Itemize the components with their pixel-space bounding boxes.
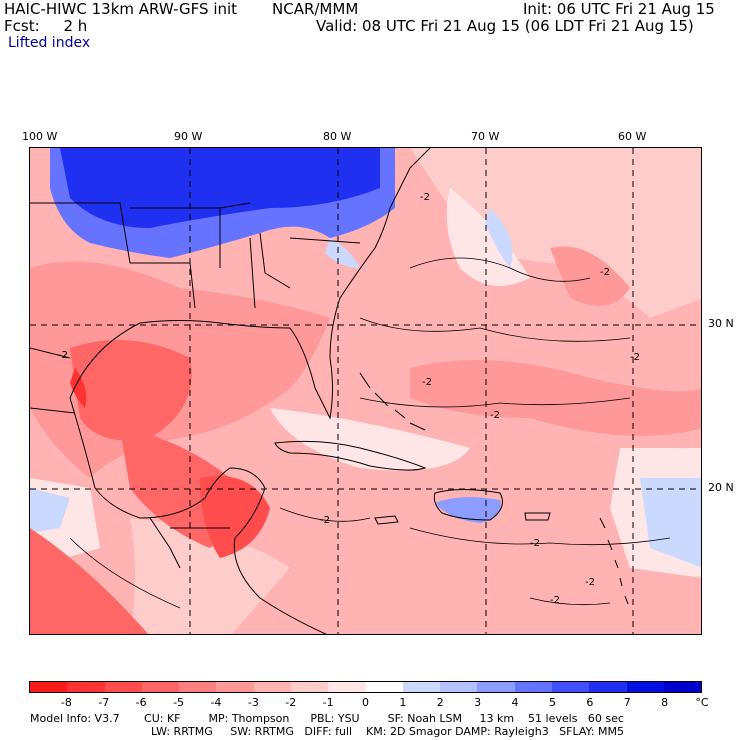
field-region-carolina-pale: [325, 238, 360, 268]
field-region-texas-max: [70, 368, 87, 408]
contour-label: -2: [530, 538, 540, 549]
contour-label: -2: [585, 577, 595, 588]
colorbar-swatch: [440, 682, 478, 692]
valid-time: Valid: 08 UTC Fri 21 Aug 15 (06 LDT Fri …: [316, 17, 694, 35]
field-region-gulf-core: [70, 340, 192, 441]
coastlines: [30, 148, 629, 634]
colorbar-swatch: [67, 682, 105, 692]
contour-labels: -2 -2 -2 -2 -2 -2 -2 -2 -2 -2: [58, 192, 640, 606]
lat-lon-grid: [30, 148, 701, 634]
lon-label-80w: 80 W: [323, 130, 352, 143]
lat-label-20n: 20 N: [708, 481, 734, 494]
forecast-hour: Fcst: 2 h: [4, 17, 88, 35]
lon-label-90w: 90 W: [174, 130, 203, 143]
field-region-blue-patch-w: [30, 488, 70, 533]
contour-label: -2: [550, 595, 560, 606]
state-borders: [30, 202, 361, 309]
colorbar-swatch: [402, 682, 441, 692]
model-info-line-2: LW: RRTMG SW: RRTMG DIFF: full KM: 2D Sm…: [151, 725, 624, 738]
mexico-borders: [30, 347, 230, 569]
colorbar-swatch: [551, 682, 590, 692]
colorbar-tick-label: 2: [436, 696, 444, 709]
field-region-atlantic-band: [410, 360, 701, 436]
colorbar-tick-label: -8: [60, 696, 72, 709]
contour-7: [69, 537, 181, 609]
colorbar-tick-label: -4: [210, 696, 222, 709]
colorbar-tick-label: 5: [548, 696, 556, 709]
colorbar-tick-label: 4: [511, 696, 519, 709]
contour-label: -2: [320, 515, 330, 526]
lat-label-30n: 30 N: [708, 317, 734, 330]
jamaica-coastline: [374, 515, 399, 525]
field-region-hispaniola: [435, 497, 501, 523]
puerto-rico-coastline: [524, 512, 551, 521]
colorbar-swatch: [663, 682, 702, 692]
colorbar-swatch: [141, 682, 180, 692]
contour-3: [359, 397, 631, 408]
field-region-pale-caribbean: [270, 408, 470, 471]
colorbar-swatch: [365, 682, 403, 692]
colorbar-swatch: [477, 682, 515, 692]
colorbar-tick-label: -3: [247, 696, 259, 709]
model-info-line-1: Model Info: V3.7 CU: KF MP: Thompson PBL…: [30, 712, 624, 725]
field-region-light-central-america: [130, 518, 290, 634]
colorbar-swatch: [253, 682, 291, 692]
lon-label-60w: 60 W: [618, 130, 647, 143]
colorbar-swatch: [104, 682, 142, 692]
colorbar-tick-label: -6: [135, 696, 147, 709]
contour-4: [409, 527, 671, 546]
colorbar-tick-label: -7: [98, 696, 110, 709]
colorbar-tick-label: 7: [623, 696, 631, 709]
field-name: Lifted index: [8, 35, 91, 51]
contour-label: -2: [420, 192, 430, 203]
contour-label: -2: [600, 267, 610, 278]
colorbar-swatch: [179, 682, 217, 692]
colorbar-tick-label: 1: [399, 696, 407, 709]
colorbar-unit: °C: [695, 696, 709, 709]
field-region-blue-patch-se: [640, 478, 701, 568]
init-time: Init: 06 UTC Fri 21 Aug 15: [523, 0, 715, 18]
contour-label: -2: [490, 410, 500, 421]
field-region-atlantic-ne: [550, 246, 630, 306]
lon-label-70w: 70 W: [471, 130, 500, 143]
colorbar-tick-label: 3: [474, 696, 482, 709]
colorbar: [29, 681, 702, 693]
colorbar-swatch: [626, 682, 664, 692]
colorbar-tick-label: -5: [173, 696, 185, 709]
bahamas-coastline: [359, 372, 426, 431]
colorbar-tick-label: 8: [661, 696, 669, 709]
colorbar-swatch: [514, 682, 552, 692]
lifted-index-map: -2 -2 -2 -2 -2 -2 -2 -2 -2 -2: [29, 147, 702, 635]
organization-label: NCAR/MMM: [272, 0, 359, 18]
us-coastline: [69, 148, 431, 420]
colorbar-swatch: [589, 682, 627, 692]
contour-6: [529, 597, 611, 606]
field-region-blue-patch-1: [485, 208, 513, 268]
colorbar-swatch: [30, 682, 68, 692]
colorbar-tick-label: -1: [322, 696, 334, 709]
plot-title: HAIC-HIWC 13km ARW-GFS init: [4, 0, 238, 18]
contour-1: [409, 257, 591, 282]
colorbar-tick-label: 6: [586, 696, 594, 709]
field-region-yucatan-max: [200, 476, 270, 558]
contour-2: [359, 317, 631, 342]
contour-label: -2: [422, 377, 432, 388]
lon-label-100w: 100 W: [22, 130, 58, 143]
colorbar-tick-label: 0: [362, 696, 369, 709]
field-region-light-ne: [410, 148, 701, 318]
cuba-coastline: [274, 440, 427, 471]
contours: [69, 257, 671, 609]
mexico-coastline: [69, 397, 327, 634]
colorbar-tick-label: -2: [285, 696, 297, 709]
colorbar-swatch: [290, 682, 329, 692]
colorbar-swatch: [216, 682, 254, 692]
contour-5: [279, 507, 371, 522]
lesser-antilles-coastline: [599, 517, 629, 605]
contour-label: -2: [58, 350, 68, 361]
field-region-pacific: [30, 528, 149, 634]
hispaniola-coastline: [433, 489, 503, 521]
contour-label: -2: [630, 352, 640, 363]
colorbar-swatch: [328, 682, 366, 692]
